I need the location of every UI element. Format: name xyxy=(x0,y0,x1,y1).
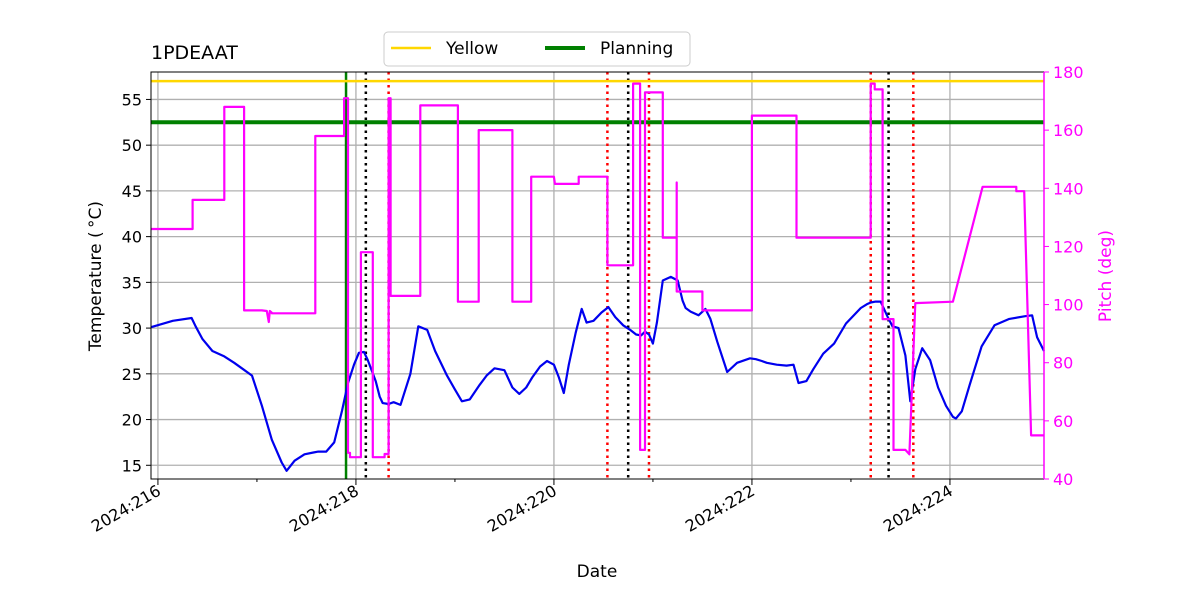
bottom-axis: 2024:216 2024:218 2024:220 2024:222 2024:224 xyxy=(88,479,956,536)
event-lines xyxy=(344,72,915,479)
threshold-lines xyxy=(151,79,1044,125)
y-tick-label-left: 20 xyxy=(122,411,142,430)
y-tick-label-right: 140 xyxy=(1053,179,1084,198)
x-tick-label: 2024:218 xyxy=(286,481,362,536)
y-tick-label-left: 30 xyxy=(122,319,142,338)
y-tick-label-left: 40 xyxy=(122,228,142,247)
left-axis: 15 20 25 30 35 40 45 50 55 xyxy=(122,90,151,475)
y-tick-label-right: 80 xyxy=(1053,354,1073,373)
y-axis-label-right: Pitch (deg) xyxy=(1096,230,1116,322)
legend-label-planning: Planning xyxy=(600,39,673,59)
y-axis-label-left: Temperature ( °C) xyxy=(86,201,106,352)
y-tick-label-right: 180 xyxy=(1053,63,1084,82)
series-lines xyxy=(150,82,1045,472)
y-tick-label-left: 25 xyxy=(122,365,142,384)
grid xyxy=(151,72,1044,479)
y-tick-label-right: 120 xyxy=(1053,237,1084,256)
y-tick-label-left: 15 xyxy=(122,456,142,475)
right-axis: 40 60 80 100 120 140 160 180 xyxy=(1043,63,1084,489)
y-tick-label-left: 55 xyxy=(122,90,142,109)
y-tick-label-right: 160 xyxy=(1053,121,1084,140)
y-tick-label-left: 35 xyxy=(122,273,142,292)
legend-label-yellow: Yellow xyxy=(445,39,498,59)
x-tick-label: 2024:216 xyxy=(88,481,164,536)
x-tick-label: 2024:222 xyxy=(682,481,758,536)
y-tick-label-left: 45 xyxy=(122,182,142,201)
x-tick-label: 2024:224 xyxy=(880,481,956,536)
x-tick-label: 2024:220 xyxy=(484,481,560,536)
y-tick-label-right: 40 xyxy=(1053,470,1073,489)
y-tick-label-left: 50 xyxy=(122,136,142,155)
legend-box xyxy=(383,31,691,67)
y-tick-label-right: 60 xyxy=(1053,412,1073,431)
legend: Yellow Planning xyxy=(383,31,691,67)
x-axis-label: Date xyxy=(577,562,618,582)
chart-title: 1PDEAAT xyxy=(151,42,238,64)
y-tick-label-right: 100 xyxy=(1053,296,1084,315)
series-line-pitch xyxy=(151,82,1044,459)
